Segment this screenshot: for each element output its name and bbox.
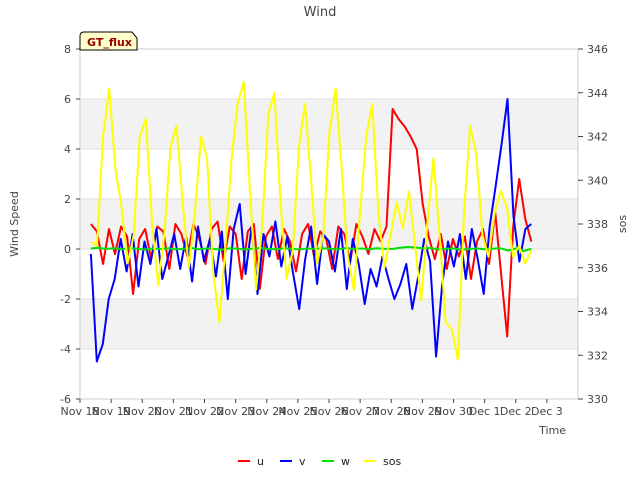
series-line-sos xyxy=(90,80,533,361)
x-tick-label: Nov 22 xyxy=(185,405,224,418)
y-tick-label: -2 xyxy=(60,293,71,306)
series-line-w xyxy=(90,246,532,252)
legend-label-sos: sos xyxy=(383,455,401,468)
y2-tick-label: 346 xyxy=(587,43,608,56)
y2-tick-label: 334 xyxy=(587,306,608,319)
x-tick-label: Nov 26 xyxy=(310,405,349,418)
x-axis-label: Time xyxy=(538,424,566,437)
badge-label: GT_flux xyxy=(87,36,132,49)
x-tick-label: Dec 3 xyxy=(531,405,563,418)
x-tick-label: Nov 21 xyxy=(154,405,193,418)
x-tick-label: Nov 27 xyxy=(341,405,380,418)
x-tick-label: Nov 20 xyxy=(123,405,162,418)
y-axis-right: 330 332 334 336 338 340 342 344 346 xyxy=(578,43,608,406)
y-tick-label: 8 xyxy=(64,43,71,56)
y2-tick-label: 336 xyxy=(587,262,608,275)
y-tick-label: 0 xyxy=(64,243,71,256)
y-axis-label: Wind Speed xyxy=(8,191,21,257)
plot-bands xyxy=(80,99,578,349)
y-axis-left: -6 -4 -2 0 2 4 6 8 xyxy=(60,43,80,406)
legend-label-v: v xyxy=(299,455,306,468)
badge-shape xyxy=(79,31,138,51)
y2-axis-label: sos xyxy=(616,215,629,233)
x-tick-label: Nov 23 xyxy=(216,405,255,418)
x-tick-label: Nov 29 xyxy=(403,405,442,418)
plot-band xyxy=(80,299,578,349)
chart-title: Wind xyxy=(304,5,337,20)
legend-label-u: u xyxy=(257,455,264,468)
y-tick-label: 4 xyxy=(64,143,71,156)
y-tick-label: -4 xyxy=(60,343,71,356)
x-tick-label: Dec 1 xyxy=(469,405,501,418)
x-tick-label: Nov 18 xyxy=(61,405,100,418)
y-tick-label: 6 xyxy=(64,93,71,106)
y2-tick-label: 344 xyxy=(587,87,608,100)
x-tick-label: Dec 2 xyxy=(500,405,532,418)
series-line-v xyxy=(89,98,532,363)
y2-tick-label: 342 xyxy=(587,131,608,144)
series-layer xyxy=(89,80,533,363)
legend: u v w sos xyxy=(238,455,401,468)
x-tick-label: Nov 28 xyxy=(372,405,411,418)
y-tick-label: -6 xyxy=(60,393,71,406)
x-tick-label: Nov 24 xyxy=(247,405,286,418)
x-tick-label: Nov 19 xyxy=(92,405,131,418)
y-tick-label: 2 xyxy=(64,193,71,206)
y2-tick-label: 340 xyxy=(587,174,608,187)
y2-tick-label: 330 xyxy=(587,393,608,406)
legend-label-w: w xyxy=(341,455,350,468)
x-tick-label: Nov 30 xyxy=(434,405,473,418)
y2-tick-label: 332 xyxy=(587,349,608,362)
gt-flux-badge: GT_flux xyxy=(79,31,138,51)
y2-tick-label: 338 xyxy=(587,218,608,231)
x-tick-label: Nov 25 xyxy=(278,405,317,418)
